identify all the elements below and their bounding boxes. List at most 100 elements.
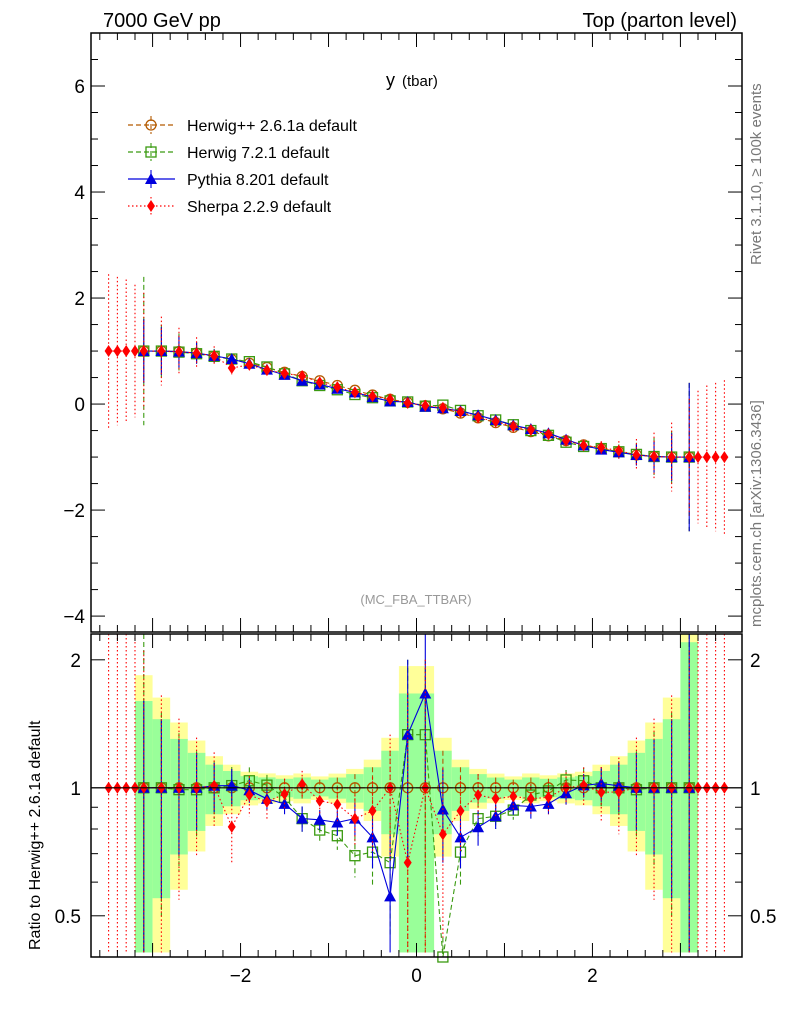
ratio-y-tick-label: 0.5 bbox=[55, 907, 81, 928]
data-point bbox=[509, 420, 518, 433]
ratio-point bbox=[474, 789, 483, 802]
data-point bbox=[350, 386, 359, 399]
data-point bbox=[130, 345, 139, 358]
data-point bbox=[333, 381, 342, 394]
ratio-point bbox=[227, 820, 236, 833]
header-right: Top (parton level) bbox=[582, 10, 737, 32]
ratio-point bbox=[296, 812, 309, 824]
ratio-point bbox=[595, 777, 608, 789]
x-tick-label: 2 bbox=[587, 966, 598, 987]
ratio-point bbox=[438, 828, 447, 841]
data-point bbox=[174, 345, 183, 358]
data-point bbox=[280, 367, 289, 380]
data-point bbox=[474, 411, 483, 424]
data-point bbox=[694, 451, 703, 464]
ratio-point bbox=[544, 791, 553, 804]
ratio-point bbox=[614, 785, 623, 798]
legend: Herwig++ 2.6.1a default Herwig 7.2.1 defa… bbox=[128, 116, 357, 216]
data-point bbox=[210, 349, 219, 362]
data-point bbox=[421, 399, 430, 412]
ratio-point bbox=[313, 813, 326, 825]
axes-layer: 6 4 2 0 −2 −4 −2 0 2 2 2 1 1 0.5 0.5 bbox=[55, 32, 776, 987]
ratio-point bbox=[454, 831, 467, 843]
rivet-label: Rivet 3.1.10, ≥ 100k events bbox=[748, 83, 765, 265]
series-line bbox=[108, 350, 725, 458]
data-point bbox=[632, 448, 641, 461]
chart-title-sub: (tbar) bbox=[402, 73, 438, 90]
ratio-point bbox=[491, 792, 500, 805]
legend-label: Herwig++ 2.6.1a default bbox=[187, 118, 357, 135]
data-point bbox=[192, 347, 201, 360]
data-point bbox=[368, 390, 377, 403]
data-point bbox=[562, 434, 571, 447]
data-point bbox=[298, 369, 307, 382]
ratio-point bbox=[472, 821, 485, 833]
ratio-point bbox=[403, 856, 412, 869]
y-tick-label: 6 bbox=[74, 77, 85, 98]
data-point bbox=[104, 345, 113, 358]
ratio-point bbox=[542, 797, 555, 809]
ratio-point bbox=[331, 816, 344, 828]
data-point bbox=[544, 428, 553, 441]
data-point bbox=[597, 441, 606, 454]
y-tick-label: −2 bbox=[63, 501, 85, 522]
legend-marker bbox=[145, 146, 157, 158]
ratio-point bbox=[509, 790, 518, 803]
mcplots-label: mcplots.cern.ch [arXiv:1306.3436] bbox=[748, 400, 765, 627]
ratio-line bbox=[108, 783, 725, 863]
ratio-y-tick-label: 1 bbox=[70, 779, 81, 800]
data-point bbox=[262, 364, 271, 377]
data-point bbox=[157, 345, 166, 358]
ratio-point bbox=[280, 788, 289, 801]
ratio-point bbox=[350, 812, 359, 825]
data-point bbox=[113, 345, 122, 358]
data-point bbox=[579, 439, 588, 452]
ratio-ylabel: Ratio to Herwig++ 2.6.1a default bbox=[27, 720, 44, 950]
ratio-point bbox=[368, 804, 377, 817]
ratio-y-tick-label: 2 bbox=[70, 651, 81, 672]
y-tick-label: 0 bbox=[74, 395, 85, 416]
analysis-tag: (MC_FBA_TTBAR) bbox=[360, 592, 471, 607]
ratio-point bbox=[333, 798, 342, 811]
data-point bbox=[526, 424, 535, 437]
data-point bbox=[386, 393, 395, 406]
series-layer bbox=[104, 274, 729, 534]
data-point bbox=[685, 451, 694, 464]
y-tick-label: 2 bbox=[74, 289, 85, 310]
ratio-y-tick-label-right: 1 bbox=[750, 779, 761, 800]
ratio-point bbox=[245, 789, 254, 802]
legend-marker bbox=[147, 200, 155, 212]
y-tick-label: −4 bbox=[63, 607, 85, 628]
x-tick-label: 0 bbox=[411, 966, 422, 987]
data-point bbox=[491, 415, 500, 428]
ratio-point bbox=[524, 800, 537, 812]
data-point bbox=[720, 451, 729, 464]
chart-title: y bbox=[386, 70, 395, 90]
x-tick-label: −2 bbox=[230, 966, 252, 987]
ratio-point bbox=[384, 890, 397, 902]
ratio-point bbox=[315, 794, 324, 807]
data-point bbox=[227, 362, 236, 375]
ratio-point bbox=[262, 795, 271, 808]
data-point bbox=[225, 353, 238, 365]
data-point bbox=[456, 406, 465, 419]
ratio-point bbox=[579, 779, 588, 792]
ratio-band-green bbox=[451, 767, 470, 811]
ratio-point bbox=[597, 786, 606, 799]
ratio-point bbox=[349, 850, 361, 862]
header-left: 7000 GeV pp bbox=[103, 10, 221, 32]
data-point bbox=[315, 376, 324, 389]
ratio-point bbox=[366, 831, 379, 843]
data-point bbox=[438, 401, 447, 414]
data-point bbox=[667, 451, 676, 464]
data-point bbox=[702, 451, 711, 464]
legend-marker bbox=[145, 119, 157, 131]
legend-label: Sherpa 2.2.9 default bbox=[187, 199, 332, 216]
data-point bbox=[711, 451, 720, 464]
ratio-y-tick-label-right: 2 bbox=[750, 651, 761, 672]
data-point bbox=[139, 345, 148, 358]
ratio-band-green bbox=[363, 767, 382, 811]
legend-marker bbox=[145, 173, 157, 184]
ratio-y-tick-label-right: 0.5 bbox=[750, 907, 776, 928]
